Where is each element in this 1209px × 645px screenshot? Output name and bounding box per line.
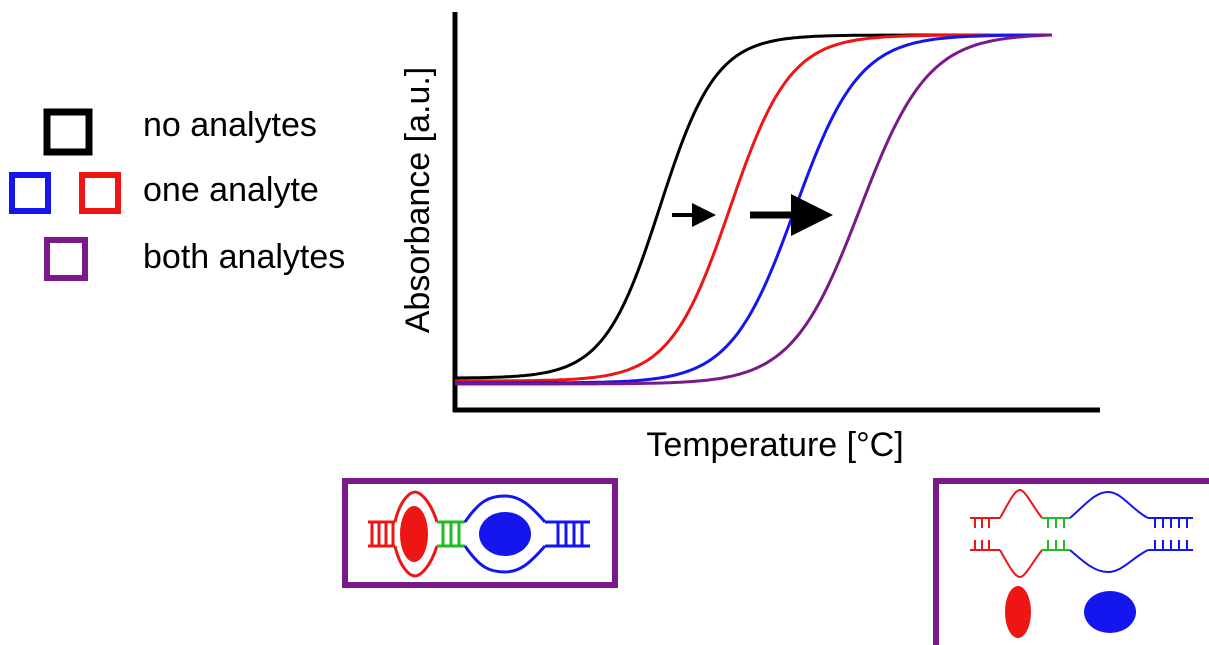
melting-curve	[455, 33, 1053, 386]
curves	[455, 33, 1053, 386]
legend-swatch	[43, 108, 93, 156]
melted-complex-box	[933, 478, 1209, 645]
legend-label: both analytes	[143, 238, 345, 276]
melting-curve	[455, 33, 1052, 380]
legend-label: one analyte	[143, 171, 319, 209]
bound-complex-box	[342, 478, 618, 588]
legend-label: no analytes	[143, 106, 317, 144]
y-axis-label: Absorbance [a.u.]	[399, 67, 437, 334]
legend-swatch	[79, 172, 121, 214]
legend-swatch	[44, 237, 88, 281]
melting-curve	[455, 33, 1052, 385]
melting-curve	[455, 33, 1052, 383]
x-axis-label: Temperature [°C]	[646, 426, 903, 464]
legend-swatch	[9, 172, 51, 214]
